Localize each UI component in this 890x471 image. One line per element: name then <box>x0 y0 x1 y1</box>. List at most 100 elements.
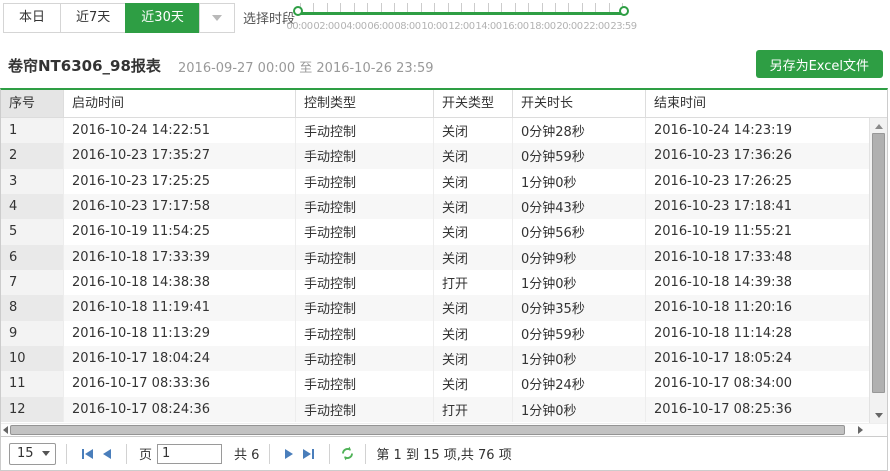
table-cell: 2016-10-24 14:23:19 <box>654 123 793 139</box>
table-cell: 1分钟0秒 <box>513 168 646 194</box>
date-range-dropdown-button[interactable] <box>198 3 235 33</box>
table-cell: 2016-10-17 08:34:00 <box>654 376 793 392</box>
pagination-bar: 15 页 共 6 第 1 到 15 项, <box>1 436 887 470</box>
table-cell: 0分钟9秒 <box>513 244 646 270</box>
table-cell: 2016-10-23 17:17:58 <box>64 193 296 220</box>
table-row[interactable]: 5 2016-10-19 11:54:25 手动控制 关闭 0分钟56秒 2016-10-… <box>1 219 869 245</box>
table-cell: 2016-10-23 17:25:25 <box>64 168 296 194</box>
report-table: 序号 启动时间 控制类型 开关类型 开关时长 结束时间 1 2016-10-24 14:22… <box>0 88 888 471</box>
slider-end-handle[interactable] <box>619 6 629 16</box>
slider-time-label: 16:00 <box>502 21 529 32</box>
slider-start-handle[interactable] <box>293 6 303 16</box>
report-date-range: 2016-09-27 00:00 至 2016-10-26 23:59 <box>178 61 434 76</box>
table-cell: 2016-10-18 11:14:28 <box>654 325 793 341</box>
next-page-button[interactable] <box>285 448 294 459</box>
column-header: 开关类型 <box>434 90 513 117</box>
table-row[interactable]: 7 2016-10-18 14:38:38 手动控制 打开 1分钟0秒 2016-10-1… <box>1 269 869 296</box>
slider-time-label: 08:00 <box>394 21 421 32</box>
table-row[interactable]: 2 2016-10-23 17:35:27 手动控制 关闭 0分钟59秒 2016-10-… <box>1 143 869 169</box>
divider <box>126 443 127 464</box>
slider-time-label: 23:59 <box>610 21 637 32</box>
export-excel-button[interactable]: 另存为Excel文件 <box>755 50 883 78</box>
page-size-select[interactable]: 15 <box>9 442 56 465</box>
table-cell: 手动控制 <box>296 269 434 296</box>
table-cell: 手动控制 <box>296 219 434 245</box>
first-page-icon <box>85 448 93 459</box>
table-cell: 7 <box>1 269 64 296</box>
table-row[interactable]: 3 2016-10-23 17:25:25 手动控制 关闭 1分钟0秒 2016-10-2… <box>1 168 869 194</box>
scroll-left-arrow-icon[interactable] <box>3 426 8 434</box>
table-cell: 关闭 <box>434 118 513 144</box>
page-number-input[interactable] <box>157 443 223 464</box>
table-row[interactable]: 11 2016-10-17 08:33:36 手动控制 关闭 0分钟24秒 2016-10… <box>1 371 869 397</box>
table-cell: 1分钟0秒 <box>513 345 646 372</box>
table-cell: 0分钟24秒 <box>513 371 646 397</box>
table-cell: 打开 <box>434 269 513 296</box>
vertical-scrollbar[interactable] <box>869 118 887 423</box>
previous-page-icon <box>103 448 111 459</box>
page-label: 页 <box>139 448 153 463</box>
table-row[interactable]: 12 2016-10-17 08:24:36 手动控制 打开 1分钟0秒 2016-10-… <box>1 396 869 422</box>
table-cell: 2016-10-19 11:54:25 <box>64 219 296 245</box>
slider-time-label: 06:00 <box>367 21 394 32</box>
table-cell: 0分钟35秒 <box>513 295 646 321</box>
horizontal-scroll-thumb[interactable] <box>10 425 845 435</box>
table-row[interactable]: 8 2016-10-18 11:19:41 手动控制 关闭 0分钟35秒 2016-10-… <box>1 295 869 321</box>
slider-time-labels: 00:00 02:00 04:00 06:00 08:00 10:00 12:00 14:00… <box>286 21 637 32</box>
previous-page-button[interactable] <box>103 448 111 459</box>
table-cell: 手动控制 <box>296 244 434 270</box>
refresh-button[interactable] <box>340 446 355 461</box>
last-30-days-button[interactable]: 近30天 <box>125 3 200 33</box>
table-cell: 0分钟43秒 <box>513 193 646 220</box>
scroll-up-arrow-icon[interactable] <box>870 119 887 133</box>
table-cell: 手动控制 <box>296 295 434 321</box>
table-cell: 4 <box>1 193 64 220</box>
horizontal-scrollbar[interactable] <box>1 423 887 436</box>
table-row[interactable]: 10 2016-10-17 18:04:24 手动控制 关闭 1分钟0秒 2016-10-… <box>1 345 869 372</box>
table-cell: 10 <box>1 345 64 372</box>
scroll-right-arrow-icon[interactable] <box>858 426 863 434</box>
first-page-button[interactable] <box>82 448 93 459</box>
vertical-scroll-thumb[interactable] <box>872 133 885 393</box>
table-cell: 手动控制 <box>296 345 434 372</box>
table-cell: 关闭 <box>434 320 513 346</box>
table-cell: 5 <box>1 219 64 245</box>
today-button[interactable]: 本日 <box>3 3 62 33</box>
time-range-slider[interactable]: 00:00 02:00 04:00 06:00 08:00 10:00 12:00 14:00… <box>286 0 637 36</box>
table-cell: 12 <box>1 396 64 422</box>
table-cell: 2016-10-18 11:20:16 <box>654 300 793 316</box>
slider-time-label: 22:00 <box>583 21 610 32</box>
table-row[interactable]: 6 2016-10-18 17:33:39 手动控制 关闭 0分钟9秒 2016-10-1… <box>1 244 869 270</box>
table-cell: 2016-10-23 17:18:41 <box>654 199 793 215</box>
last-page-button[interactable] <box>303 448 315 459</box>
refresh-icon <box>342 446 354 461</box>
divider <box>66 443 67 464</box>
table-cell: 2016-10-18 14:39:38 <box>654 275 793 291</box>
table-cell: 0分钟59秒 <box>513 320 646 346</box>
table-header-row: 序号 启动时间 控制类型 开关类型 开关时长 结束时间 <box>1 90 887 118</box>
page-size-value: 15 <box>17 446 34 461</box>
table-row[interactable]: 9 2016-10-18 11:13:29 手动控制 关闭 0分钟59秒 2016-10-… <box>1 320 869 346</box>
table-cell: 3 <box>1 168 64 194</box>
table-row[interactable]: 4 2016-10-23 17:17:58 手动控制 关闭 0分钟43秒 2016-10-… <box>1 193 869 220</box>
table-cell: 关闭 <box>434 168 513 194</box>
table-cell: 手动控制 <box>296 396 434 422</box>
scroll-down-arrow-icon[interactable] <box>870 408 887 422</box>
table-cell: 6 <box>1 244 64 270</box>
next-page-icon <box>285 448 294 459</box>
chevron-down-icon <box>42 451 50 456</box>
table-row[interactable]: 1 2016-10-24 14:22:51 手动控制 关闭 0分钟28秒 2016-10-… <box>1 118 869 144</box>
table-body: 1 2016-10-24 14:22:51 手动控制 关闭 0分钟28秒 2016-10-… <box>1 118 887 423</box>
table-cell: 2016-10-17 18:04:24 <box>64 345 296 372</box>
table-cell: 1 <box>1 118 64 144</box>
slider-track <box>298 12 624 15</box>
column-header: 序号 <box>1 90 64 117</box>
table-cell: 2016-10-18 11:13:29 <box>64 320 296 346</box>
table-cell: 关闭 <box>434 143 513 169</box>
last-7-days-button[interactable]: 近7天 <box>60 3 127 33</box>
table-cell: 2 <box>1 143 64 169</box>
total-pages-label: 共 6 <box>234 448 260 463</box>
table-cell: 手动控制 <box>296 320 434 346</box>
table-cell: 2016-10-19 11:55:21 <box>654 224 793 240</box>
